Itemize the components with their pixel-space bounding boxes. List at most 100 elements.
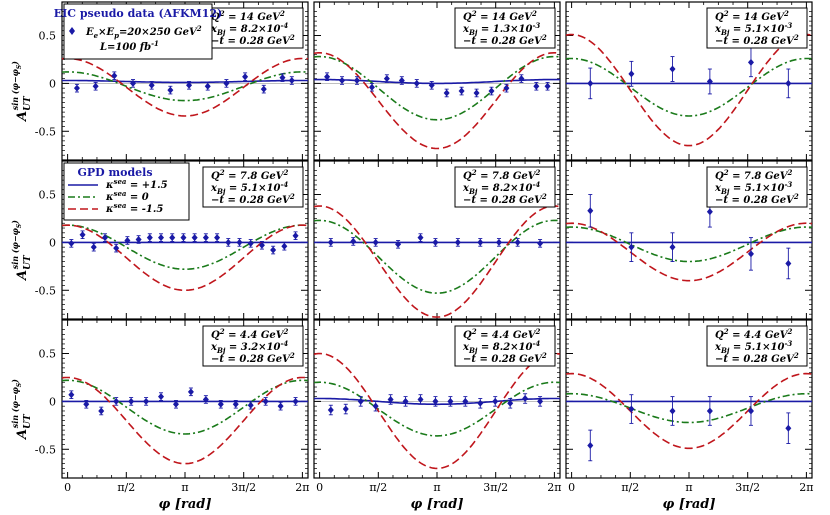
diamond-marker xyxy=(324,73,331,81)
diamond-marker xyxy=(350,237,357,245)
kinematics-frame xyxy=(454,7,556,49)
diamond-marker xyxy=(101,234,108,242)
x-tick-label: π xyxy=(685,481,692,494)
diamond-marker xyxy=(462,397,469,405)
curve-kappa-zero xyxy=(565,392,813,424)
curve-kappa-zero xyxy=(565,57,813,117)
data-point xyxy=(324,72,331,81)
data-point xyxy=(277,401,284,411)
diamond-marker xyxy=(747,58,754,66)
data-point xyxy=(124,236,131,245)
data-point xyxy=(247,239,254,248)
data-point xyxy=(143,397,150,406)
data-point xyxy=(395,240,402,249)
data-point xyxy=(202,395,209,404)
data-point xyxy=(706,396,713,426)
xb-label: xBj = 5.1×10-3 xyxy=(714,21,792,37)
data-point xyxy=(428,81,435,90)
diamond-marker xyxy=(537,397,544,405)
data-point xyxy=(270,245,277,255)
data-point xyxy=(747,396,754,426)
y-tick-label: -0.5 xyxy=(35,284,56,297)
data-point xyxy=(128,397,135,406)
data-point xyxy=(146,233,153,242)
curve-kappa-minus xyxy=(313,352,561,470)
diamond-marker xyxy=(706,208,713,216)
diamond-marker xyxy=(443,89,450,97)
xb-label: xBj = 1.3×10-3 xyxy=(462,21,540,37)
diamond-marker xyxy=(327,238,334,246)
data-point xyxy=(447,396,454,407)
diamond-marker xyxy=(292,397,299,405)
diamond-marker xyxy=(172,400,179,408)
data-point xyxy=(357,396,364,407)
data-point xyxy=(413,79,420,88)
data-point xyxy=(785,68,792,99)
diamond-marker xyxy=(432,397,439,405)
data-point xyxy=(628,232,635,262)
data-point xyxy=(339,76,346,85)
diamond-marker xyxy=(413,79,420,87)
data-point xyxy=(327,404,334,416)
diamond-marker xyxy=(398,77,405,85)
legend-data: EIC pseudo data (AFKM12) Ee×Ep=20×250 GeV… xyxy=(54,3,222,60)
data-point xyxy=(191,233,198,242)
diamond-marker xyxy=(706,77,713,85)
data-point xyxy=(587,194,594,228)
x-tick-label: 3π/2 xyxy=(483,481,508,494)
diamond-marker xyxy=(477,238,484,246)
data-point xyxy=(402,396,409,407)
curve-kappa-zero xyxy=(313,381,561,437)
curve-kappa-zero xyxy=(565,226,813,263)
diamond-marker xyxy=(669,65,676,73)
data-point xyxy=(477,238,484,247)
curve-kappa-minus xyxy=(565,372,813,450)
diamond-marker xyxy=(402,397,409,405)
data-point xyxy=(202,233,209,242)
data-point xyxy=(432,396,439,407)
data-point xyxy=(68,239,75,248)
diamond-marker xyxy=(785,79,792,87)
diamond-marker xyxy=(473,89,480,97)
curve-kappa-zero xyxy=(313,219,561,294)
data-point xyxy=(148,81,155,90)
x-tick-label: 0 xyxy=(568,481,575,494)
data-point xyxy=(158,233,165,242)
data-point xyxy=(432,238,439,247)
diamond-marker xyxy=(180,234,187,242)
diamond-marker xyxy=(68,391,75,399)
diamond-marker xyxy=(277,402,284,410)
data-point xyxy=(785,412,792,444)
data-point xyxy=(68,390,75,399)
curve-kappa-zero xyxy=(61,379,309,435)
data-point xyxy=(495,238,502,247)
diamond-marker xyxy=(747,407,754,415)
q2-label: Q2 = 7.8 GeV2 xyxy=(463,168,540,182)
data-point xyxy=(217,399,224,409)
legend-model-entry: κsea = -1.5 xyxy=(105,201,163,215)
diamond-marker xyxy=(454,238,461,246)
q2-label: Q2 = 14 GeV2 xyxy=(463,9,537,23)
diamond-marker xyxy=(242,73,249,81)
diamond-marker xyxy=(628,405,635,413)
legend-data-frame xyxy=(63,3,213,60)
kinematics-frame xyxy=(202,7,304,49)
diamond-marker xyxy=(98,407,105,415)
t-label: −t = 0.28 GeV2 xyxy=(211,33,295,47)
t-label: −t = 0.28 GeV2 xyxy=(463,33,547,47)
xb-label: xBj = 3.2×10-4 xyxy=(210,339,288,355)
kinematics-frame xyxy=(454,166,556,208)
data-point xyxy=(242,72,249,81)
data-point xyxy=(90,242,97,252)
data-point xyxy=(73,83,80,93)
legend-diamond-marker xyxy=(69,27,75,35)
legend-luminosity: L=100 fb-1 xyxy=(99,39,159,53)
data-point xyxy=(587,67,594,100)
kinematics-frame xyxy=(706,166,808,208)
